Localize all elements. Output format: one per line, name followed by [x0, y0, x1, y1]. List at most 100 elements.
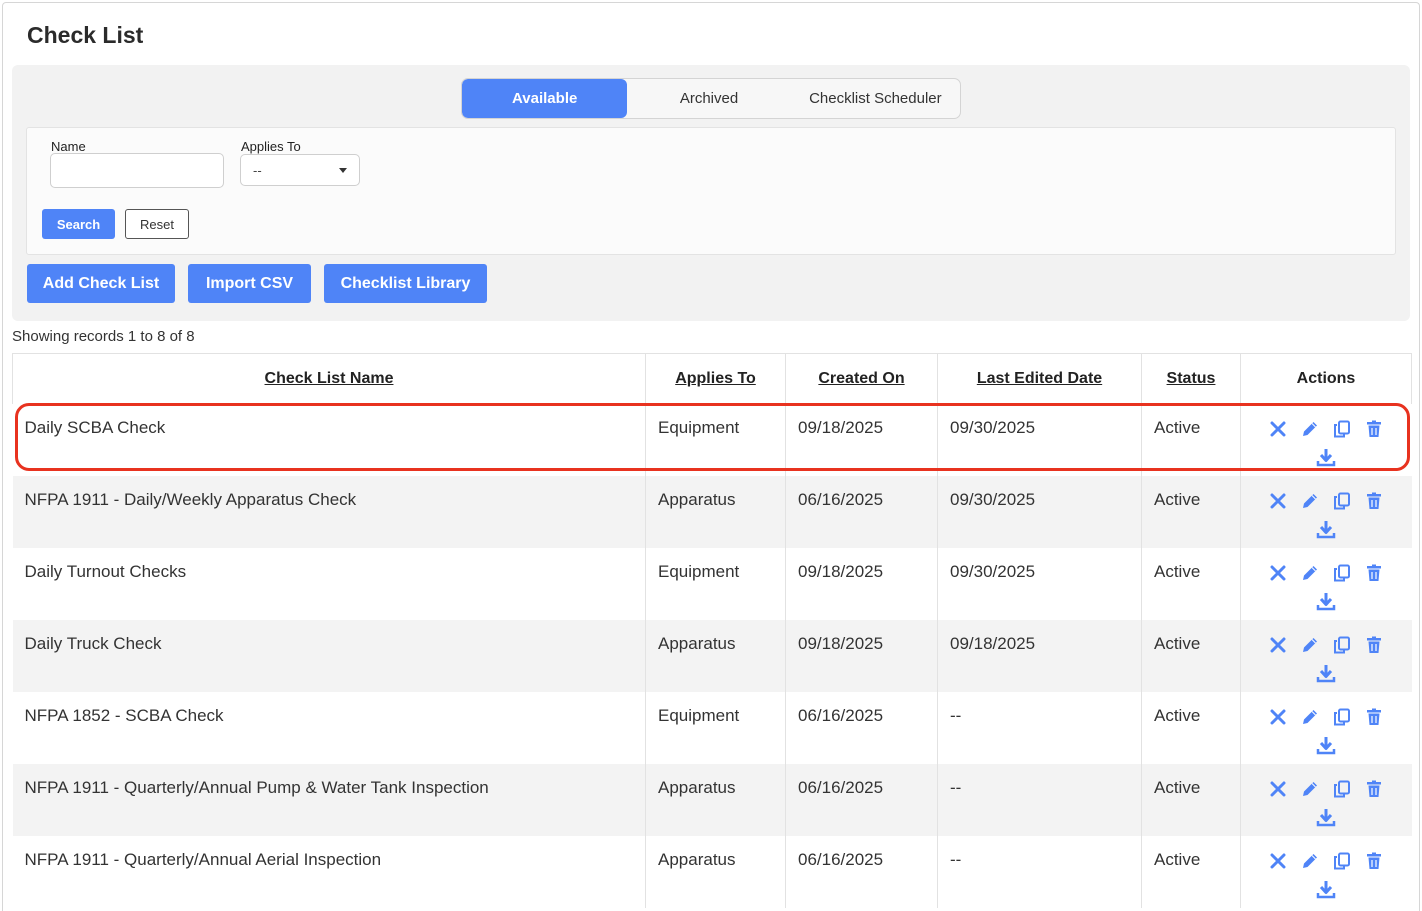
table-row[interactable]: NFPA 1852 - SCBA Check Equipment 06/16/2… [12, 691, 1412, 764]
cell-last-edited-date: -- [937, 763, 1142, 836]
cell-created-on: 09/18/2025 [785, 403, 938, 476]
archive-x-icon[interactable] [1268, 851, 1288, 871]
header-check-list-name[interactable]: Check List Name [12, 353, 646, 404]
add-check-list-button[interactable]: Add Check List [27, 264, 175, 303]
download-icon[interactable] [1316, 735, 1336, 755]
archive-x-icon[interactable] [1268, 707, 1288, 727]
checklist-library-button[interactable]: Checklist Library [324, 264, 487, 303]
cell-last-edited-date: -- [937, 691, 1142, 764]
cell-applies-to: Equipment [645, 403, 786, 476]
edit-pencil-icon[interactable] [1300, 491, 1320, 511]
applies-to-select[interactable]: -- [240, 154, 360, 186]
cell-created-on: 06/16/2025 [785, 763, 938, 836]
header-last-edited-date[interactable]: Last Edited Date [937, 353, 1142, 404]
cell-created-on: 09/18/2025 [785, 619, 938, 692]
cell-applies-to: Apparatus [645, 475, 786, 548]
filter-panel: Available Archived Checklist Scheduler N… [12, 65, 1410, 321]
copy-icon[interactable] [1332, 491, 1352, 511]
table-row[interactable]: Daily Turnout Checks Equipment 09/18/202… [12, 547, 1412, 620]
search-button[interactable]: Search [42, 209, 115, 239]
tab-archived[interactable]: Archived [679, 90, 739, 107]
cell-created-on: 06/16/2025 [785, 475, 938, 548]
cell-applies-to: Equipment [645, 547, 786, 620]
copy-icon[interactable] [1332, 563, 1352, 583]
trash-icon[interactable] [1364, 707, 1384, 727]
cell-last-edited-date: 09/30/2025 [937, 403, 1142, 476]
search-form: Name Applies To -- Search Reset [26, 127, 1396, 255]
cell-actions [1240, 835, 1412, 908]
trash-icon[interactable] [1364, 779, 1384, 799]
tab-available[interactable]: Available [462, 79, 628, 118]
cell-actions [1240, 691, 1412, 764]
download-icon[interactable] [1316, 591, 1336, 611]
cell-last-edited-date: 09/30/2025 [937, 475, 1142, 548]
copy-icon[interactable] [1332, 779, 1352, 799]
cell-check-list-name: Daily SCBA Check [12, 403, 646, 476]
header-actions: Actions [1240, 353, 1412, 404]
edit-pencil-icon[interactable] [1300, 563, 1320, 583]
cell-check-list-name: Daily Turnout Checks [12, 547, 646, 620]
copy-icon[interactable] [1332, 419, 1352, 439]
cell-created-on: 06/16/2025 [785, 691, 938, 764]
cell-check-list-name: NFPA 1911 - Daily/Weekly Apparatus Check [12, 475, 646, 548]
name-input[interactable] [50, 153, 224, 188]
download-icon[interactable] [1316, 519, 1336, 539]
import-csv-button[interactable]: Import CSV [188, 264, 311, 303]
copy-icon[interactable] [1332, 851, 1352, 871]
cell-status: Active [1141, 619, 1241, 692]
header-applies-to[interactable]: Applies To [645, 353, 786, 404]
header-created-on[interactable]: Created On [785, 353, 938, 404]
header-status[interactable]: Status [1141, 353, 1241, 404]
cell-actions [1240, 475, 1412, 548]
cell-last-edited-date: 09/18/2025 [937, 619, 1142, 692]
table-row[interactable]: Daily SCBA Check Equipment 09/18/2025 09… [12, 403, 1412, 476]
name-label: Name [51, 139, 86, 154]
cell-created-on: 09/18/2025 [785, 547, 938, 620]
reset-button[interactable]: Reset [125, 209, 189, 239]
copy-icon[interactable] [1332, 707, 1352, 727]
cell-check-list-name: NFPA 1911 - Quarterly/Annual Aerial Insp… [12, 835, 646, 908]
edit-pencil-icon[interactable] [1300, 635, 1320, 655]
cell-check-list-name: Daily Truck Check [12, 619, 646, 692]
cell-applies-to: Apparatus [645, 835, 786, 908]
download-icon[interactable] [1316, 447, 1336, 467]
table-row[interactable]: NFPA 1911 - Quarterly/Annual Aerial Insp… [12, 835, 1412, 908]
table-row[interactable]: NFPA 1911 - Quarterly/Annual Pump & Wate… [12, 763, 1412, 836]
records-count: Showing records 1 to 8 of 8 [12, 328, 195, 345]
cell-status: Active [1141, 547, 1241, 620]
edit-pencil-icon[interactable] [1300, 707, 1320, 727]
edit-pencil-icon[interactable] [1300, 779, 1320, 799]
table-row[interactable]: Daily Truck Check Apparatus 09/18/2025 0… [12, 619, 1412, 692]
checklist-table: Check List Name Applies To Created On La… [12, 353, 1412, 908]
cell-applies-to: Apparatus [645, 619, 786, 692]
archive-x-icon[interactable] [1268, 779, 1288, 799]
cell-applies-to: Apparatus [645, 763, 786, 836]
copy-icon[interactable] [1332, 635, 1352, 655]
trash-icon[interactable] [1364, 851, 1384, 871]
cell-status: Active [1141, 763, 1241, 836]
archive-x-icon[interactable] [1268, 635, 1288, 655]
cell-status: Active [1141, 403, 1241, 476]
trash-icon[interactable] [1364, 635, 1384, 655]
table-row[interactable]: NFPA 1911 - Daily/Weekly Apparatus Check… [12, 475, 1412, 548]
cell-actions [1240, 547, 1412, 620]
tab-checklist-scheduler[interactable]: Checklist Scheduler [809, 90, 942, 107]
download-icon[interactable] [1316, 807, 1336, 827]
page-title: Check List [27, 22, 144, 48]
cell-created-on: 06/16/2025 [785, 835, 938, 908]
archive-x-icon[interactable] [1268, 419, 1288, 439]
download-icon[interactable] [1316, 879, 1336, 899]
applies-to-value: -- [253, 162, 262, 178]
cell-check-list-name: NFPA 1911 - Quarterly/Annual Pump & Wate… [12, 763, 646, 836]
archive-x-icon[interactable] [1268, 491, 1288, 511]
edit-pencil-icon[interactable] [1300, 419, 1320, 439]
archive-x-icon[interactable] [1268, 563, 1288, 583]
trash-icon[interactable] [1364, 491, 1384, 511]
download-icon[interactable] [1316, 663, 1336, 683]
edit-pencil-icon[interactable] [1300, 851, 1320, 871]
trash-icon[interactable] [1364, 563, 1384, 583]
trash-icon[interactable] [1364, 419, 1384, 439]
table-header-row: Check List Name Applies To Created On La… [12, 353, 1412, 404]
cell-applies-to: Equipment [645, 691, 786, 764]
